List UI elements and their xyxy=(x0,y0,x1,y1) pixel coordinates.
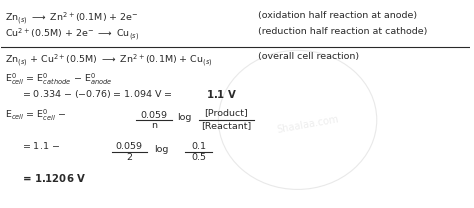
Text: = 0.334 $-$ ($-$0.76) = 1.094 V =: = 0.334 $-$ ($-$0.76) = 1.094 V = xyxy=(22,88,174,100)
Text: 0.059: 0.059 xyxy=(116,142,143,151)
Text: Zn$_{(s)}$ + Cu$^{2+}$(0.5M) $\longrightarrow$ Zn$^{2+}$(0.1M) + Cu$_{(s)}$: Zn$_{(s)}$ + Cu$^{2+}$(0.5M) $\longright… xyxy=(5,52,212,69)
Text: = 1.1 $-$: = 1.1 $-$ xyxy=(22,140,61,151)
Text: (overall cell reaction): (overall cell reaction) xyxy=(258,52,359,61)
Text: [Reactant]: [Reactant] xyxy=(201,121,251,130)
Text: Shaalaa.com: Shaalaa.com xyxy=(276,114,339,135)
Text: n: n xyxy=(151,121,157,130)
Text: $\mathbf{1.1\ V}$: $\mathbf{1.1\ V}$ xyxy=(206,88,237,100)
Text: E$_{cell}$ = E$^{0}_{cell}$ $-$: E$_{cell}$ = E$^{0}_{cell}$ $-$ xyxy=(5,108,66,123)
Text: 0.1: 0.1 xyxy=(191,142,206,151)
Text: 2: 2 xyxy=(127,153,132,162)
Text: log: log xyxy=(177,113,191,122)
Text: 0.059: 0.059 xyxy=(141,111,168,120)
Text: E$^{0}_{cell}$ = E$^{0}_{cathode}$ $-$ E$^{0}_{anode}$: E$^{0}_{cell}$ = E$^{0}_{cathode}$ $-$ E… xyxy=(5,72,112,87)
Text: = $\mathbf{1.1206\ V}$: = $\mathbf{1.1206\ V}$ xyxy=(22,172,87,183)
Text: [Product]: [Product] xyxy=(204,108,248,117)
Text: Cu$^{2+}$(0.5M) + 2e$^{-}$ $\longrightarrow$ Cu$_{(s)}$: Cu$^{2+}$(0.5M) + 2e$^{-}$ $\longrightar… xyxy=(5,27,139,43)
Text: (reduction half reaction at cathode): (reduction half reaction at cathode) xyxy=(258,27,428,36)
Text: log: log xyxy=(154,145,168,154)
Text: (oxidation half reaction at anode): (oxidation half reaction at anode) xyxy=(258,11,417,20)
Text: Zn$_{(s)}$ $\longrightarrow$ Zn$^{2+}$(0.1M) + 2e$^{-}$: Zn$_{(s)}$ $\longrightarrow$ Zn$^{2+}$(0… xyxy=(5,11,138,27)
Text: 0.5: 0.5 xyxy=(191,153,206,162)
